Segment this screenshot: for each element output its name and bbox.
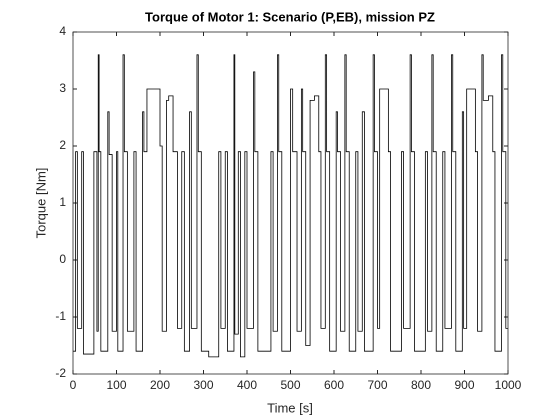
axes-box xyxy=(72,31,509,375)
y-tick-label: 1 xyxy=(59,195,66,209)
x-tick-label: 0 xyxy=(70,378,77,392)
y-tick-label: -1 xyxy=(55,309,66,323)
x-tick-label: 700 xyxy=(367,378,387,392)
x-tick-label: 100 xyxy=(106,378,126,392)
x-tick-label: 300 xyxy=(193,378,213,392)
y-tick-label: 4 xyxy=(59,24,66,38)
x-tick-label: 500 xyxy=(280,378,300,392)
chart-title: Torque of Motor 1: Scenario (P,EB), miss… xyxy=(145,9,435,24)
x-tick-label: 800 xyxy=(411,378,431,392)
data-line xyxy=(73,54,508,358)
y-tick-label: 2 xyxy=(59,138,66,152)
y-tick-label: -2 xyxy=(55,366,66,380)
x-tick-label: 600 xyxy=(324,378,344,392)
x-tick-label: 900 xyxy=(454,378,474,392)
y-tick-label: 0 xyxy=(59,252,66,266)
x-axis-label: Time [s] xyxy=(267,400,313,415)
y-tick-label: 3 xyxy=(59,81,66,95)
y-axis-label: Torque [Nm] xyxy=(33,168,48,239)
x-tick-label: 1000 xyxy=(495,378,522,392)
x-tick-label: 200 xyxy=(150,378,170,392)
x-tick-label: 400 xyxy=(237,378,257,392)
